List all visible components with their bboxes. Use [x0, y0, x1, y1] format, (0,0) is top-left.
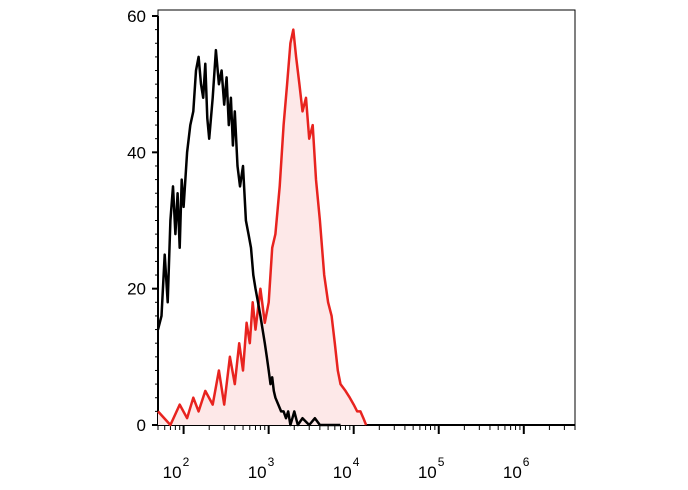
series-0-area — [158, 29, 367, 425]
x-tick-label-base: 10 — [333, 463, 352, 482]
x-tick-label-exponent: 3 — [268, 455, 275, 469]
x-tick-label-base: 10 — [418, 463, 437, 482]
x-tick-label-exponent: 4 — [353, 455, 360, 469]
y-tick-label: 0 — [137, 416, 146, 435]
y-tick-label: 40 — [127, 143, 146, 162]
series-0-line — [157, 28, 368, 427]
y-axis: 0 20 40 60 — [127, 7, 158, 435]
series-1-line — [156, 48, 341, 427]
x-tick-label-base: 10 — [163, 463, 182, 482]
y-tick-label: 60 — [127, 7, 146, 26]
y-tick-label: 20 — [127, 280, 146, 299]
series-layer — [156, 28, 368, 427]
x-tick-label-exponent: 5 — [438, 455, 445, 469]
x-tick-label-base: 10 — [503, 463, 522, 482]
x-tick-label-base: 10 — [248, 463, 267, 482]
x-tick-label-exponent: 2 — [183, 455, 190, 469]
x-tick-label-exponent: 6 — [523, 455, 530, 469]
